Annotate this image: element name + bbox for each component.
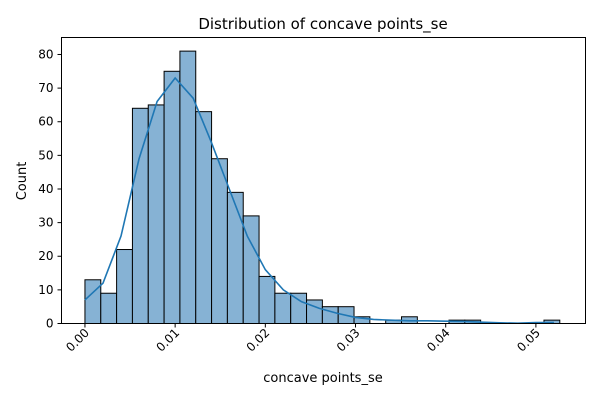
y-axis: 0 10 20 30 40 50 60 70 80 <box>38 47 62 331</box>
histogram-bar <box>163 70 181 325</box>
histogram-bar <box>147 104 165 324</box>
y-tick-label: 80 <box>38 47 53 61</box>
x-axis-label: concave points_se <box>263 371 382 386</box>
y-tick-label: 40 <box>38 182 53 196</box>
y-tick-label: 20 <box>38 249 53 263</box>
x-tick-label: 0.03 <box>334 326 363 355</box>
y-tick-label: 30 <box>38 216 53 230</box>
histogram-bar <box>100 292 118 324</box>
histogram-bar <box>274 292 292 324</box>
histogram-bar <box>211 158 228 324</box>
histogram-bar <box>258 275 276 325</box>
x-tick-label: 0.00 <box>63 326 92 355</box>
y-tick-label: 70 <box>38 81 53 95</box>
y-tick-label: 10 <box>38 283 53 297</box>
histogram-bar <box>290 292 308 324</box>
histogram-bar <box>306 299 323 325</box>
plot-frame <box>61 37 586 324</box>
x-tick-label: 0.04 <box>424 326 453 355</box>
x-tick-label: 0.02 <box>244 326 273 355</box>
y-tick-label: 50 <box>38 148 53 162</box>
y-tick-label: 0 <box>46 317 54 331</box>
histogram-bar <box>116 249 133 324</box>
histogram-bar <box>226 191 244 324</box>
x-tick-label: 0.01 <box>153 326 182 355</box>
histogram-bar <box>131 107 149 325</box>
kde-curve <box>84 76 554 324</box>
y-axis-label: Count <box>15 162 30 201</box>
x-axis: 0.00 0.01 0.02 0.03 0.04 0.05 <box>63 323 543 355</box>
y-tick-label: 60 <box>38 115 53 129</box>
chart-title: Distribution of concave points_se <box>198 15 447 34</box>
histogram-bar <box>195 111 213 324</box>
bars-group <box>84 50 561 325</box>
x-tick-label: 0.05 <box>514 326 543 355</box>
